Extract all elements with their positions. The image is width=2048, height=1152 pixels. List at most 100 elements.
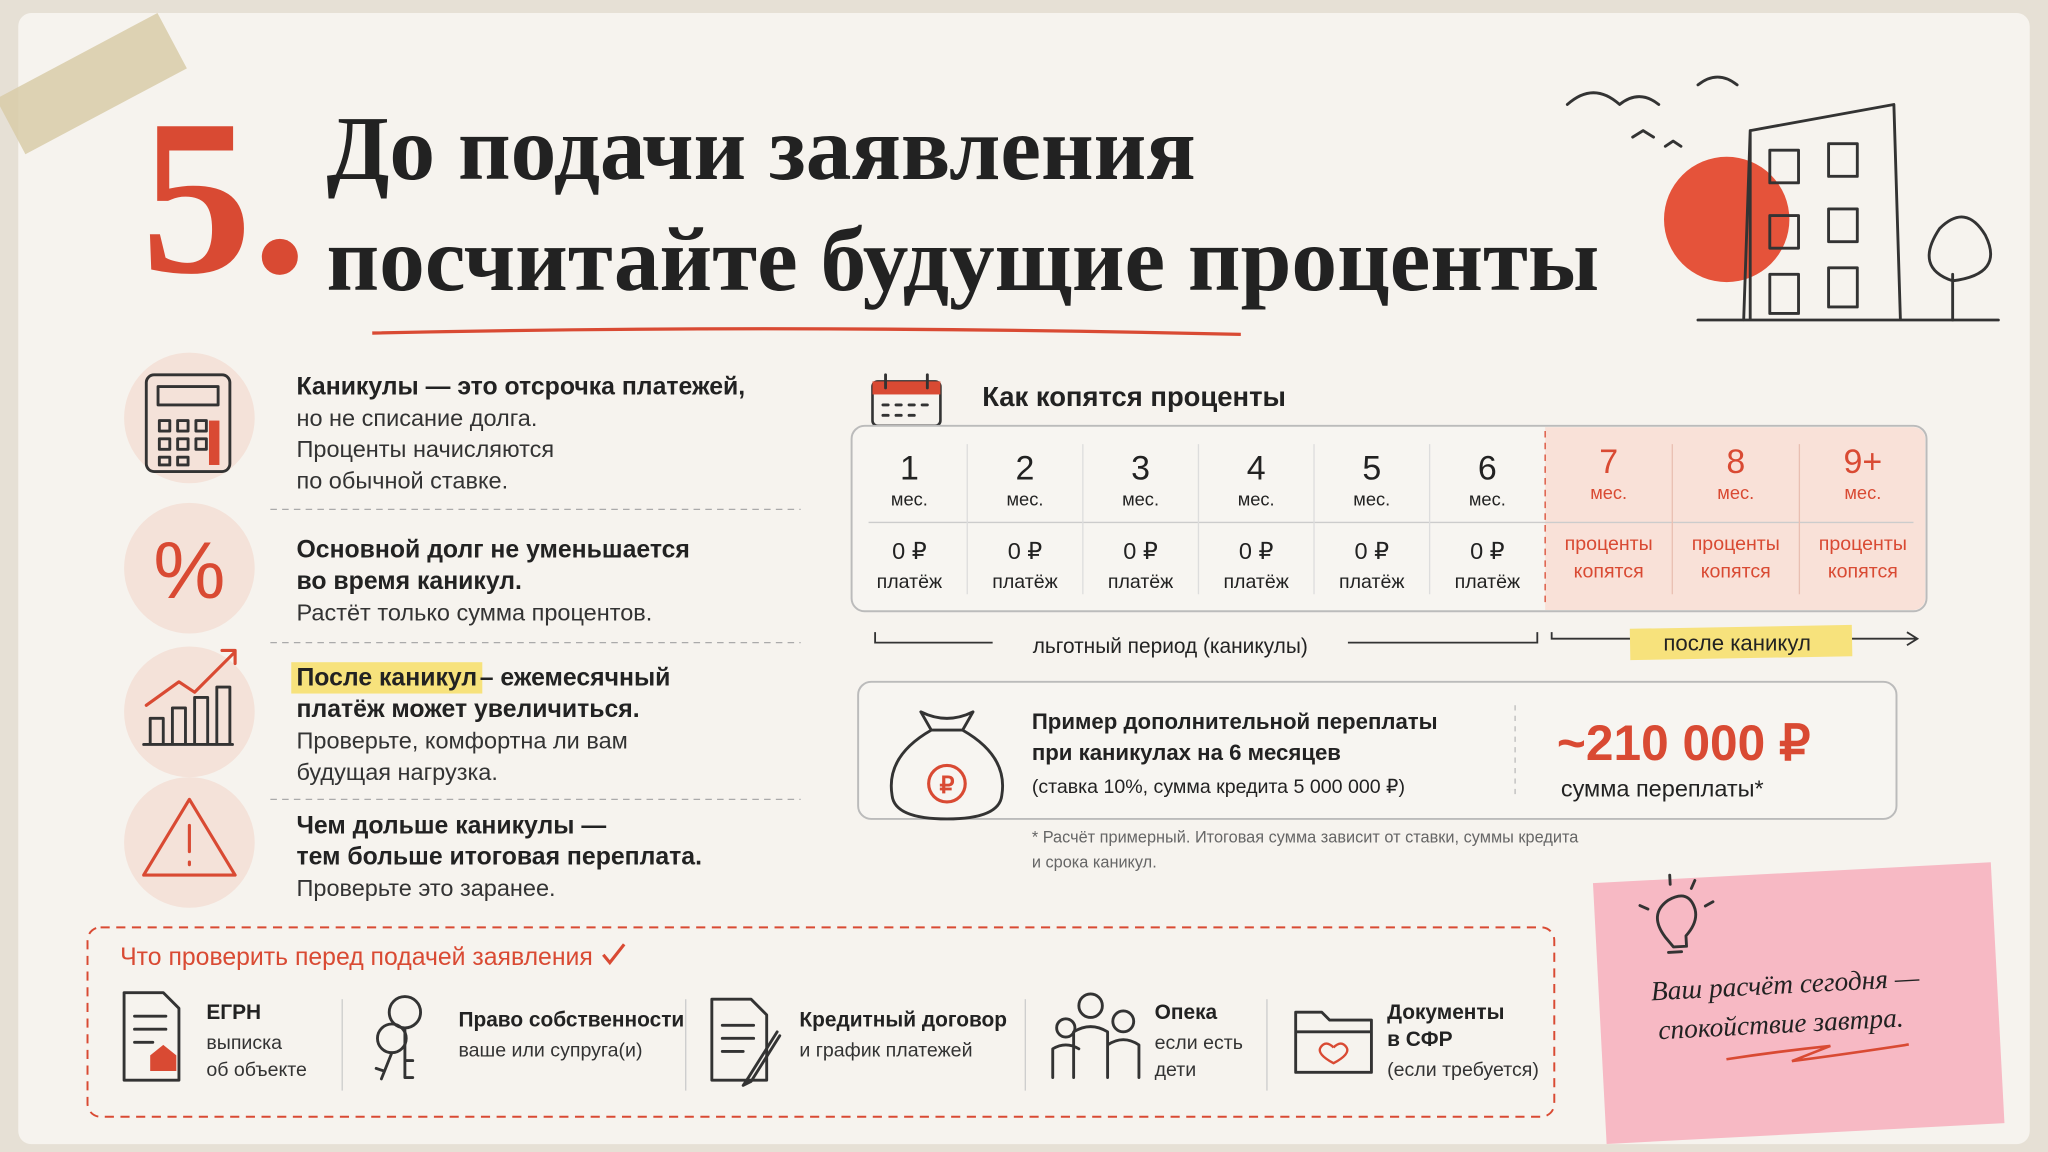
percent-icon-part bbox=[124, 502, 255, 634]
point-text: Проценты начисляются bbox=[296, 436, 554, 462]
title-underline bbox=[372, 327, 1241, 336]
check-item-text: дети bbox=[1155, 1059, 1197, 1081]
month-status: копятся bbox=[1574, 560, 1644, 582]
month-unit: мес. bbox=[891, 488, 928, 509]
point-text: но не списание долга. bbox=[296, 405, 537, 431]
point-bold: платёж может увеличиться. bbox=[296, 696, 639, 723]
check-item-title: Право собственности bbox=[458, 1009, 684, 1032]
building-sketch-part bbox=[1565, 75, 2000, 322]
checklist-title: Что проверить перед подачей заявления bbox=[120, 944, 593, 971]
check-item-text: (если требуется) bbox=[1387, 1059, 1539, 1081]
calculator-icon bbox=[124, 352, 255, 484]
money-bag-icon: ₽ bbox=[889, 710, 1005, 821]
percent-icon-part: % bbox=[153, 526, 225, 616]
footnote: * Расчёт примерный. Итоговая сумма завис… bbox=[1032, 828, 1579, 846]
month-unit: мес. bbox=[1469, 488, 1506, 509]
after-area bbox=[1545, 427, 1926, 610]
document-house-icon bbox=[122, 991, 181, 1082]
timeline-title: Как копятся проценты bbox=[982, 381, 1286, 412]
month-status: 0 ₽ bbox=[1470, 538, 1505, 564]
money-bag-icon-part: ₽ bbox=[939, 772, 954, 798]
folder-icon bbox=[1294, 1010, 1373, 1074]
calculator-icon-part bbox=[208, 420, 220, 465]
after-label: после каникул bbox=[1663, 630, 1811, 655]
example-title: Пример дополнительной переплаты bbox=[1032, 709, 1438, 734]
tape-part bbox=[0, 12, 187, 155]
month-number: 5 bbox=[1362, 449, 1381, 487]
point-text: по обычной ставке. bbox=[296, 467, 508, 493]
month-number: 7 bbox=[1599, 443, 1618, 481]
point-bold: тем больше итоговая переплата. bbox=[296, 844, 702, 871]
point-bold: Каникулы — это отсрочка платежей, bbox=[296, 373, 745, 400]
grace-label: льготный период (каникулы) bbox=[1033, 635, 1308, 658]
growth-icon-part bbox=[142, 685, 234, 746]
building-sketch bbox=[1565, 75, 2000, 322]
month-unit: мес. bbox=[1238, 488, 1275, 509]
document-house-icon-part bbox=[150, 1044, 177, 1072]
example-amount-label: сумма переплаты* bbox=[1561, 776, 1764, 802]
family-icon bbox=[1051, 992, 1141, 1079]
contract-icon-part bbox=[741, 1030, 782, 1087]
month-number: 8 bbox=[1726, 443, 1745, 481]
month-status: платёж bbox=[1223, 571, 1289, 593]
keys-icon bbox=[374, 995, 423, 1081]
check-item-title: в СФР bbox=[1387, 1028, 1453, 1051]
month-status: проценты bbox=[1819, 533, 1907, 555]
check-item-text: если есть bbox=[1155, 1032, 1243, 1054]
month-status: платёж bbox=[1339, 571, 1405, 593]
building-sketch-part bbox=[1631, 129, 1683, 148]
checkmark bbox=[602, 943, 626, 966]
month-status: платёж bbox=[1108, 571, 1174, 593]
month-number: 6 bbox=[1478, 449, 1497, 487]
contract-icon bbox=[710, 997, 782, 1087]
sticky-note-part bbox=[1592, 862, 2005, 1145]
family-icon-part bbox=[1111, 1009, 1136, 1034]
title-line: посчитайте будущие проценты bbox=[327, 209, 1600, 310]
month-unit: мес. bbox=[1007, 488, 1044, 509]
percent-icon: % bbox=[124, 502, 255, 634]
check-item-text: и график платежей bbox=[799, 1040, 972, 1062]
building-sketch-part bbox=[1664, 156, 1790, 283]
point-text: Растёт только сумма процентов. bbox=[296, 599, 652, 625]
growth-icon bbox=[124, 646, 255, 778]
keys-icon-part bbox=[374, 1026, 415, 1081]
month-status: копятся bbox=[1828, 560, 1898, 582]
point-bold: Основной долг не уменьшается bbox=[296, 537, 689, 564]
money-bag-icon-part bbox=[927, 763, 967, 804]
month-status: платёж bbox=[1455, 571, 1521, 593]
point-bold: – ежемесячный bbox=[480, 665, 671, 692]
month-number: 9+ bbox=[1844, 443, 1883, 481]
growth-icon-part bbox=[124, 646, 255, 778]
check-item-text: ваше или супруга(и) bbox=[458, 1040, 642, 1062]
money-bag-icon-part bbox=[889, 710, 1005, 821]
footnote: и срока каникул. bbox=[1032, 853, 1157, 871]
month-status: платёж bbox=[877, 571, 943, 593]
tape bbox=[0, 12, 187, 155]
month-number: 1 bbox=[900, 449, 919, 487]
month-status: проценты bbox=[1565, 533, 1653, 555]
month-status: 0 ₽ bbox=[1123, 538, 1158, 564]
month-status: 0 ₽ bbox=[1239, 538, 1274, 564]
check-separators bbox=[341, 999, 1268, 1091]
month-unit: мес. bbox=[1844, 482, 1881, 503]
point-highlight: После каникул bbox=[296, 665, 477, 692]
check-item-text: выписка bbox=[206, 1032, 282, 1054]
family-icon-part bbox=[1077, 992, 1104, 1019]
month-unit: мес. bbox=[1717, 482, 1754, 503]
check-item-title: ЕГРН bbox=[206, 1001, 261, 1024]
point-text: Проверьте это заранее. bbox=[296, 875, 555, 901]
growth-icon-part bbox=[144, 648, 237, 707]
example-box bbox=[857, 680, 1898, 820]
month-unit: мес. bbox=[1122, 488, 1159, 509]
calendar-icon-part bbox=[881, 373, 929, 417]
family-icon-part bbox=[1051, 1025, 1141, 1079]
point-text: Проверьте, комфортна ли вам bbox=[296, 727, 627, 753]
month-status: проценты bbox=[1692, 533, 1780, 555]
point-bold: Чем дольше каникулы — bbox=[296, 812, 606, 839]
calculator-icon-part bbox=[157, 419, 208, 467]
separators bbox=[270, 508, 801, 800]
document-house-icon-part bbox=[122, 991, 181, 1082]
warning-icon bbox=[124, 777, 255, 908]
